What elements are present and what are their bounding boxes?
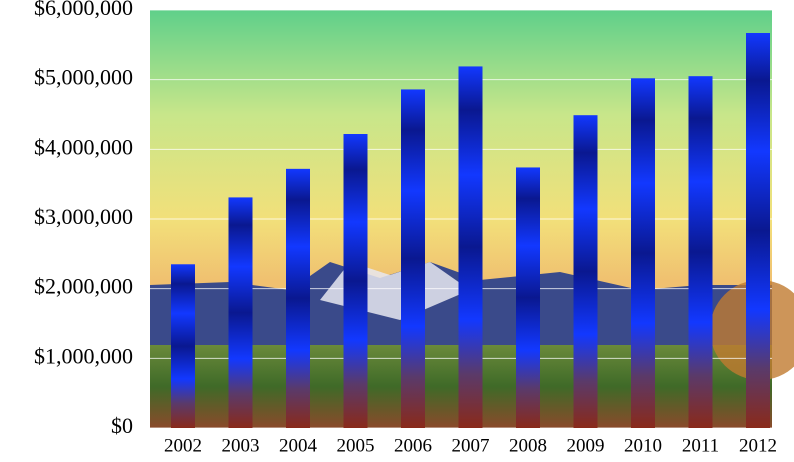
bar [573,115,598,429]
bar [401,89,425,429]
bar [343,134,368,429]
y-tick-label: $4,000,000 [34,134,133,159]
x-tick-label: 2002 [164,435,202,456]
bar [286,168,310,428]
x-tick-label: 2004 [279,435,318,456]
bar [746,32,770,429]
x-tick-label: 2008 [509,435,547,456]
x-tick-label: 2005 [337,435,375,456]
y-tick-label: $3,000,000 [34,204,133,229]
x-tick-label: 2011 [682,435,719,456]
x-tick-label: 2010 [624,435,662,456]
y-tick-label: $2,000,000 [34,274,133,299]
x-tick-label: 2007 [452,435,490,456]
y-tick-label: $5,000,000 [34,65,133,90]
bar [631,78,655,429]
bar [171,264,195,428]
bar [458,66,483,429]
y-tick-label: $1,000,000 [34,343,133,368]
bars [171,32,770,429]
bar [688,76,713,428]
bar [228,197,253,428]
x-tick-label: 2012 [739,435,777,456]
bar [516,167,540,429]
x-tick-label: 2009 [567,435,605,456]
y-tick-label: $6,000,000 [34,0,133,20]
x-tick-label: 2003 [222,435,260,456]
x-tick-label: 2006 [394,435,432,456]
y-tick-label: $0 [111,413,133,438]
